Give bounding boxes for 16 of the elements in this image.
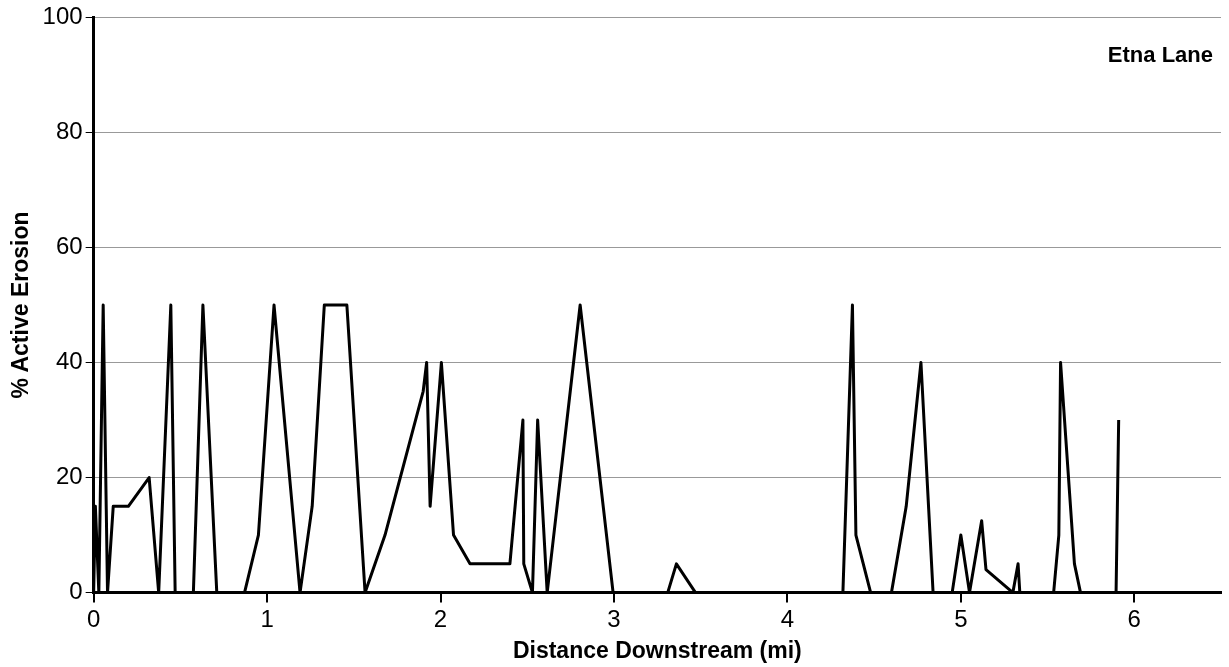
annotation: Etna Lane (1107, 42, 1213, 68)
y-tick-label: 60 (55, 232, 83, 260)
x-tick-label: 4 (780, 604, 795, 632)
x-tick-label: 5 (954, 604, 968, 632)
y-tick-label: 40 (55, 347, 83, 375)
x-tick-label: 6 (1127, 604, 1141, 632)
y-tick-label: 100 (42, 2, 83, 30)
x-tick-label: 3 (607, 604, 621, 632)
y-tick-label: 20 (55, 462, 83, 490)
x-tick-label: 1 (260, 604, 274, 632)
y-tick-label: 80 (55, 117, 83, 145)
x-tick-label: 0 (86, 604, 101, 632)
y-axis-title: % Active Erosion (7, 211, 34, 399)
y-tick-label: 0 (69, 577, 83, 605)
x-tick-label: 2 (433, 604, 448, 632)
x-axis-title: Distance Downstream (mi) (512, 636, 802, 663)
